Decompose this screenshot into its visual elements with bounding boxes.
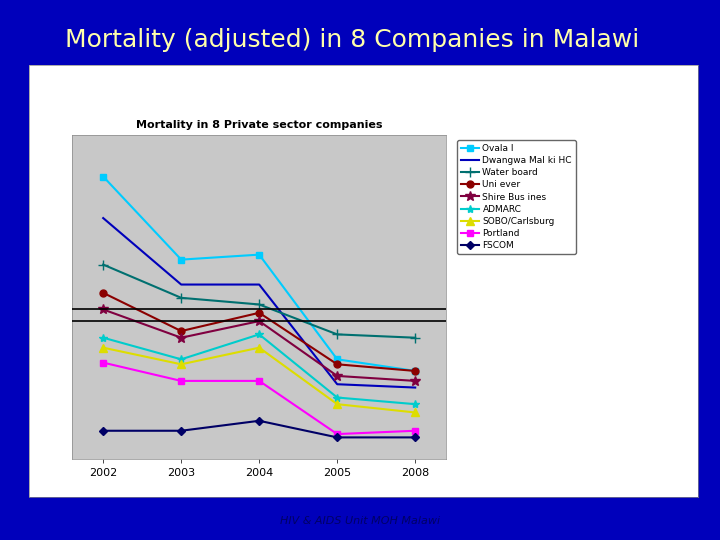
Dwangwa Mal ki HC <box>177 281 186 288</box>
SOBO/Carlsburg <box>255 345 264 351</box>
FSCOM <box>333 434 341 441</box>
Water board <box>255 301 264 308</box>
Dwangwa Mal ki HC <box>333 381 341 388</box>
Ovala I <box>177 256 186 263</box>
Dwangwa Mal ki HC <box>99 215 107 221</box>
FSCOM <box>411 434 420 441</box>
Text: Mortality (adjusted) in 8 Companies in Malawi: Mortality (adjusted) in 8 Companies in M… <box>65 29 639 52</box>
SOBO/Carlsburg <box>177 361 186 368</box>
SOBO/Carlsburg <box>411 409 420 416</box>
Uni ever <box>411 368 420 374</box>
ADMARC <box>333 394 341 401</box>
Line: Ovala I: Ovala I <box>100 173 418 374</box>
ADMARC <box>411 401 420 407</box>
Shire Bus ines <box>333 373 341 379</box>
Portland <box>99 360 107 366</box>
Portland <box>411 428 420 434</box>
FSCOM <box>177 428 186 434</box>
Ovala I <box>255 252 264 258</box>
Shire Bus ines <box>99 306 107 313</box>
ADMARC <box>255 331 264 338</box>
Title: Mortality in 8 Private sector companies: Mortality in 8 Private sector companies <box>136 120 382 130</box>
Portland <box>255 377 264 384</box>
Portland <box>333 431 341 437</box>
Ovala I <box>411 368 420 374</box>
Shire Bus ines <box>255 318 264 325</box>
Line: Water board: Water board <box>99 260 420 342</box>
Uni ever <box>333 361 341 368</box>
Shire Bus ines <box>411 377 420 384</box>
FSCOM <box>255 417 264 424</box>
Text: HIV & AIDS Unit MOH Malawi: HIV & AIDS Unit MOH Malawi <box>280 516 440 526</box>
Uni ever <box>99 289 107 296</box>
SOBO/Carlsburg <box>333 401 341 407</box>
Line: Shire Bus ines: Shire Bus ines <box>99 305 420 386</box>
Line: Portland: Portland <box>100 359 418 437</box>
Uni ever <box>177 328 186 334</box>
Portland <box>177 377 186 384</box>
Uni ever <box>255 309 264 316</box>
ADMARC <box>177 356 186 362</box>
Line: SOBO/Carlsburg: SOBO/Carlsburg <box>99 343 419 417</box>
Water board <box>333 331 341 338</box>
SOBO/Carlsburg <box>99 345 107 351</box>
Water board <box>411 334 420 341</box>
Line: Uni ever: Uni ever <box>100 289 418 374</box>
Line: FSCOM: FSCOM <box>100 418 418 440</box>
Dwangwa Mal ki HC <box>255 281 264 288</box>
Ovala I <box>333 356 341 362</box>
FSCOM <box>99 428 107 434</box>
Line: ADMARC: ADMARC <box>99 330 419 408</box>
ADMARC <box>99 334 107 341</box>
Ovala I <box>99 173 107 180</box>
Water board <box>99 261 107 268</box>
Water board <box>177 295 186 301</box>
Line: Dwangwa Mal ki HC: Dwangwa Mal ki HC <box>103 218 415 388</box>
Dwangwa Mal ki HC <box>411 384 420 391</box>
Legend: Ovala I, Dwangwa Mal ki HC, Water board, Uni ever, Shire Bus ines, ADMARC, SOBO/: Ovala I, Dwangwa Mal ki HC, Water board,… <box>457 140 575 254</box>
Shire Bus ines <box>177 334 186 341</box>
